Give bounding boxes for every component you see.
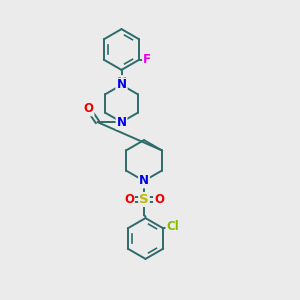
Text: F: F — [143, 53, 151, 66]
Text: N: N — [116, 78, 127, 92]
Text: N: N — [116, 76, 127, 89]
Text: N: N — [116, 116, 127, 129]
Text: O: O — [124, 193, 134, 206]
Text: Cl: Cl — [167, 220, 179, 233]
Text: O: O — [154, 193, 164, 206]
Text: O: O — [83, 102, 94, 116]
Text: S: S — [139, 193, 149, 206]
Text: N: N — [139, 174, 149, 188]
